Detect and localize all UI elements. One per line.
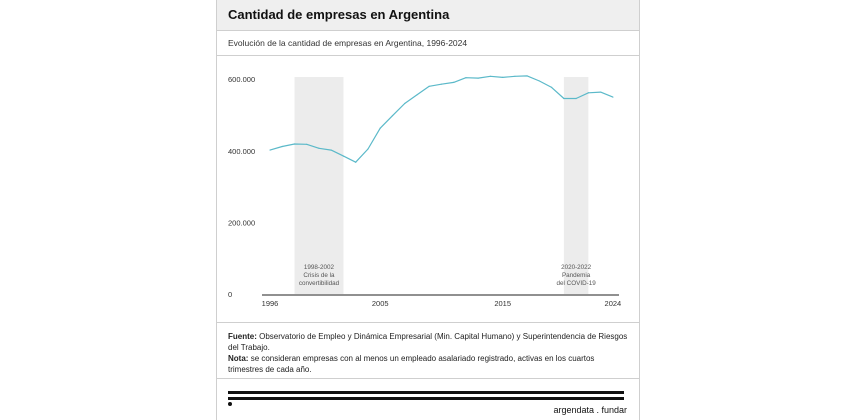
data-point <box>306 143 308 145</box>
data-point <box>551 86 553 88</box>
y-tick-label: 600.000 <box>228 75 255 84</box>
y-tick-label: 200.000 <box>228 218 255 227</box>
divider <box>217 322 639 323</box>
y-tick-label: 400.000 <box>228 147 255 156</box>
data-point <box>514 75 516 77</box>
brand-line <box>228 391 624 394</box>
data-point <box>502 76 504 78</box>
y-tick-label: 0 <box>228 290 232 299</box>
x-tick-label: 2024 <box>605 299 622 308</box>
note-text: se consideran empresas con al menos un e… <box>228 354 595 374</box>
brand-lines <box>228 391 624 403</box>
data-point <box>563 97 565 100</box>
data-point <box>440 83 443 85</box>
data-point <box>489 75 492 77</box>
data-point <box>367 148 369 150</box>
brand-dot <box>228 402 232 406</box>
data-point <box>269 149 271 151</box>
brand-logo-text: argendata . fundar <box>553 405 627 415</box>
data-point <box>416 94 418 96</box>
annotation-label: del COVID-19 <box>557 280 597 287</box>
data-point <box>465 77 467 79</box>
data-point <box>318 147 320 149</box>
data-point <box>575 97 577 100</box>
data-point <box>612 96 614 98</box>
x-tick-label: 2015 <box>494 299 511 308</box>
note: Nota: se consideran empresas con al meno… <box>228 353 628 375</box>
data-point <box>453 81 455 83</box>
data-point <box>587 92 589 94</box>
annotation-label: convertibilidad <box>299 280 340 287</box>
chart-card: Cantidad de empresas en Argentina Evoluc… <box>216 0 640 420</box>
divider <box>217 378 639 379</box>
data-point <box>404 102 406 105</box>
annotation-label: 2020-2022 <box>561 264 592 271</box>
data-point <box>355 161 357 163</box>
note-label: Nota: <box>228 354 249 363</box>
title-bar: Cantidad de empresas en Argentina <box>217 0 639 31</box>
annotation-band <box>563 77 589 294</box>
data-point <box>526 75 528 77</box>
data-point <box>538 80 541 82</box>
data-point <box>600 91 602 93</box>
source-note: Fuente: Observatorio de Empleo y Dinámic… <box>228 331 628 353</box>
notes: Fuente: Observatorio de Empleo y Dinámic… <box>228 331 628 375</box>
source-label: Fuente: <box>228 332 257 341</box>
data-point <box>477 77 479 79</box>
data-point <box>281 145 283 148</box>
data-point <box>379 127 381 129</box>
data-point <box>428 85 430 87</box>
annotation-label: 1998-2002 <box>304 264 335 271</box>
annotation-band <box>294 77 344 294</box>
chart-title: Cantidad de empresas en Argentina <box>228 7 450 22</box>
annotation-label: Crisis de la <box>303 272 335 279</box>
data-point <box>330 149 332 151</box>
data-point <box>342 155 345 157</box>
data-point <box>391 115 394 117</box>
source-text: Observatorio de Empleo y Dinámica Empres… <box>228 332 628 352</box>
x-tick-label: 1996 <box>262 299 279 308</box>
x-tick-label: 2005 <box>372 299 389 308</box>
brand-line <box>228 397 624 400</box>
annotation-label: Pandemia <box>562 272 591 279</box>
divider <box>217 55 639 56</box>
chart-subtitle: Evolución de la cantidad de empresas en … <box>228 38 468 48</box>
data-point <box>293 143 296 145</box>
